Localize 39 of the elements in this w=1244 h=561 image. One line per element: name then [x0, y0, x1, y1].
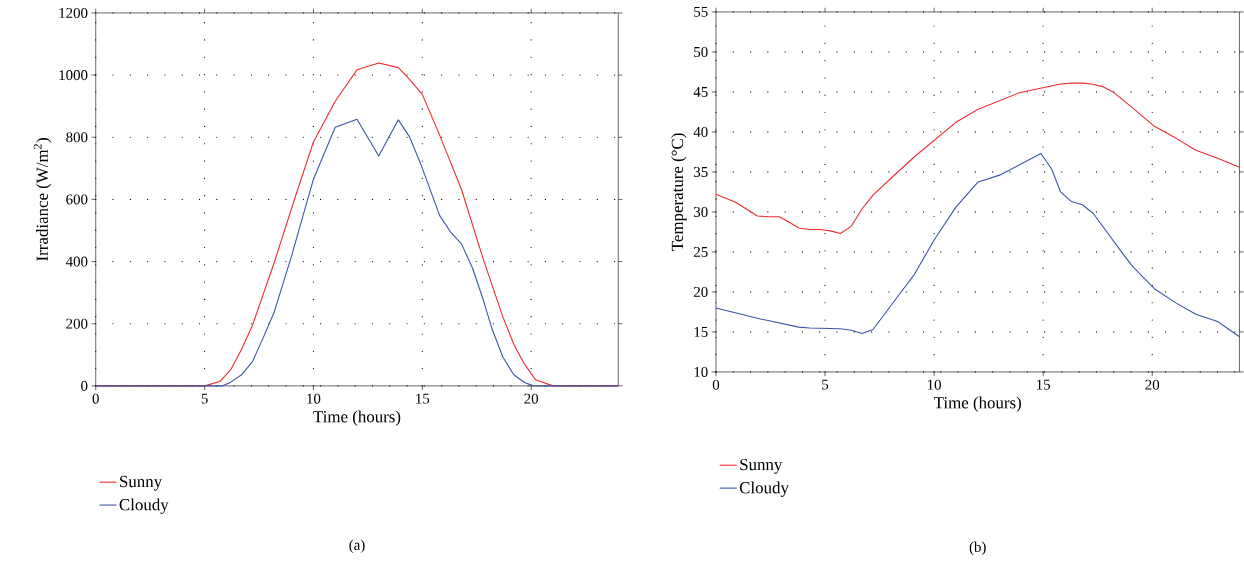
y-tick-label: 55 — [694, 6, 708, 17]
y-axis-title: Temperature (°C) — [671, 133, 687, 251]
x-tick-label: 10 — [307, 393, 321, 404]
text: (b) — [969, 541, 986, 555]
y-tick-label: 35 — [694, 166, 708, 177]
line-series — [715, 152, 1241, 338]
y-tick-label: 800 — [66, 132, 88, 143]
text: (a) — [349, 539, 365, 553]
x-tick-label: 15 — [416, 393, 430, 404]
x-tick-label: 15 — [1037, 379, 1051, 390]
x-tick-label: 5 — [822, 379, 829, 390]
y-tick-label: 30 — [694, 206, 708, 217]
legend-label: Cloudy — [119, 498, 169, 514]
x-tick-label: 10 — [927, 379, 941, 390]
x-tick-label: 0 — [92, 393, 99, 404]
y-tick-label: 20 — [693, 286, 708, 297]
y-tick-label: 15 — [694, 326, 708, 337]
x-axis-title: Time (hours) — [313, 410, 401, 426]
x-axis-title: Time (hours) — [934, 396, 1021, 412]
x-tick-label: 20 — [524, 393, 539, 404]
y-tick-label: 400 — [65, 256, 88, 267]
y-tick-label: 600 — [66, 194, 88, 205]
y-tick-label: 50 — [694, 46, 708, 57]
y-tick-label: 1000 — [59, 69, 88, 80]
y-tick-label: 40 — [693, 126, 708, 137]
y-tick-label: 10 — [694, 366, 708, 377]
x-tick-label: 5 — [201, 393, 208, 404]
x-tick-label: 0 — [712, 379, 720, 390]
line-series — [95, 118, 619, 387]
x-tick-label: 20 — [1145, 379, 1160, 390]
y-tick-label: 45 — [693, 86, 708, 97]
line-series — [715, 82, 1241, 234]
y-tick-label: 25 — [693, 246, 708, 257]
legend-label: Sunny — [120, 475, 163, 491]
y-tick-label: 200 — [66, 318, 88, 329]
legend-label: Sunny — [740, 458, 783, 474]
y-tick-label: 1200 — [59, 7, 88, 18]
y-axis-title: Irradiance (W/m$^{2}$) — [33, 137, 52, 261]
legend-label: Cloudy — [739, 481, 789, 497]
